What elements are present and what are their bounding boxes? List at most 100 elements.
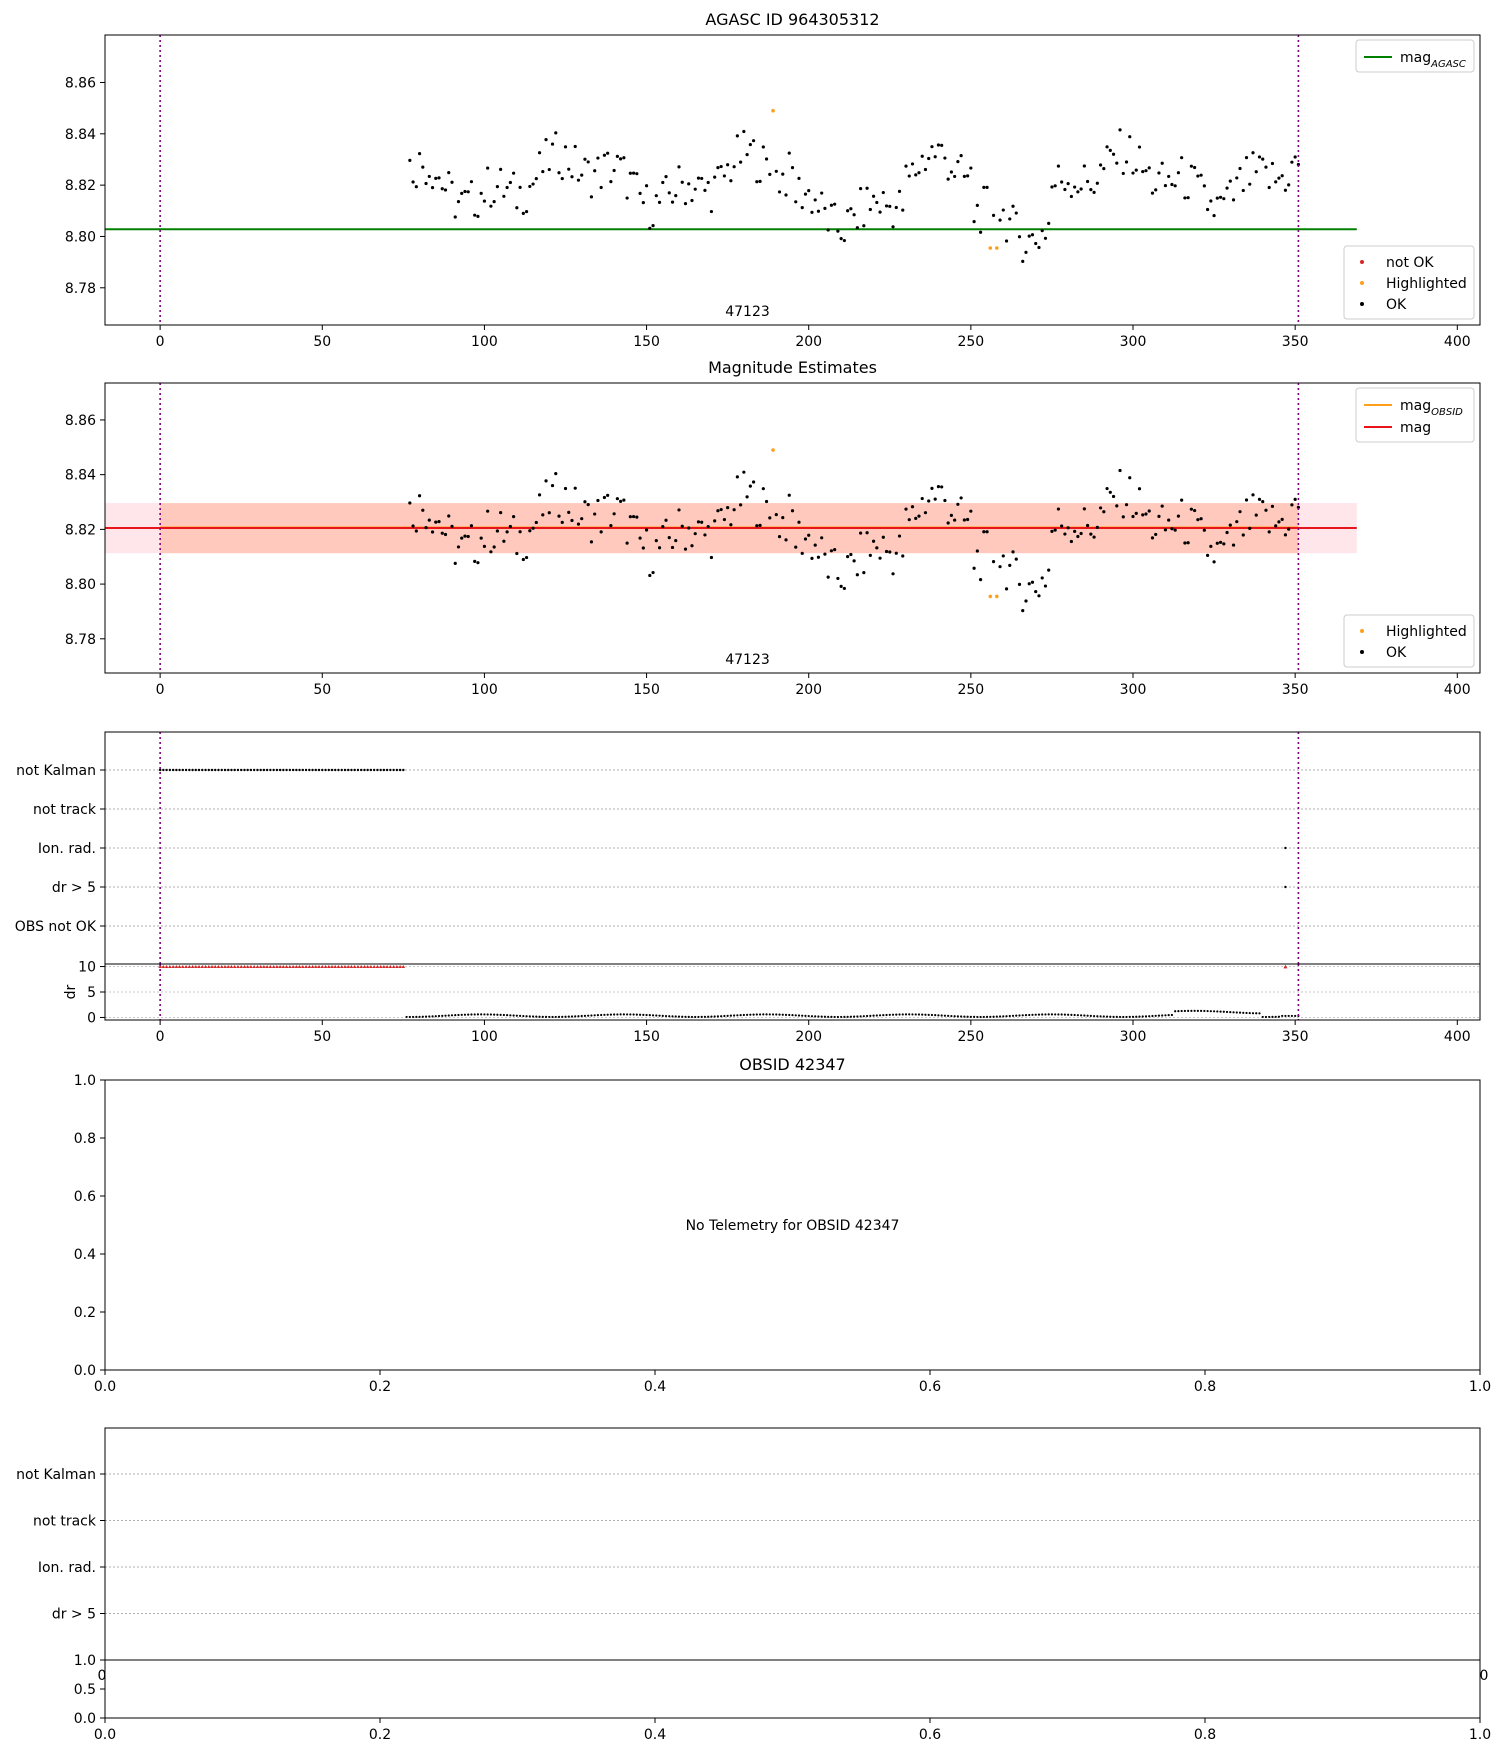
agasc-magnitude-ok-point [447,170,451,175]
dr-1-ok-point [411,1015,415,1019]
dr-1-xtick-label: 250 [957,1029,984,1045]
magnitude-estimates-ok-point [751,480,756,484]
dr-1-ok-point [1242,1011,1245,1014]
magnitude-estimates-ok-point [933,497,937,501]
magnitude-estimates-ok-point [914,516,918,520]
flags-1-category-label: not track [33,802,97,818]
dr-1-ok-point [1209,1010,1212,1013]
magnitude-estimates-ok-point [706,524,710,529]
dr-1-clipped-marker [375,965,380,969]
dr-1-ok-point [690,1015,694,1019]
dr-1-ok-point [1255,1012,1258,1015]
magnitude-estimates-ok-point [1027,582,1031,586]
agasc-magnitude-highlighted-point [995,246,999,250]
flags-1-flag-point [168,768,172,772]
magnitude-estimates-ok-point [946,521,950,525]
magnitude-estimates-ok-point [1124,503,1129,507]
dr-1-clipped-marker [219,965,224,969]
dr-1-ok-point [810,1015,814,1018]
flags-1-flag-point [1284,885,1287,889]
agasc-magnitude-ok-point [680,180,684,184]
dr-1-ok-point [914,1013,917,1016]
dr-1-clipped-marker [190,965,195,969]
magnitude-estimates-ok-point [1280,517,1284,521]
agasc-magnitude-ok-point [486,166,490,170]
magnitude-estimates-ytick-label: 8.86 [65,413,96,429]
dr-1-ok-point [830,1015,833,1018]
dr-1-ok-point [557,1015,561,1018]
agasc-magnitude-ok-point [602,153,607,157]
agasc-magnitude-ok-point [547,167,551,172]
dr-1-ok-point [736,1014,739,1017]
dr-1-ok-point [865,1014,869,1018]
agasc-magnitude-ok-point [781,172,785,176]
agasc-magnitude-ok-point [508,180,512,185]
magnitude-estimates-ok-point [547,511,551,515]
agasc-magnitude-ok-point [1267,185,1271,190]
magnitude-estimates-ok-point [482,544,487,548]
flags-1-flag-point [324,768,327,772]
agasc-magnitude-ok-point [641,201,645,205]
flags-1-flag-point [272,768,275,772]
agasc-magnitude-ok-point [1170,182,1174,187]
agasc-magnitude-ok-point [1244,155,1249,160]
magnitude-estimates-legend-point-swatch [1360,629,1364,633]
agasc-magnitude-ok-point [450,180,454,184]
dr-1-clipped-marker [388,965,393,969]
magnitude-estimates-ok-point [1121,515,1125,519]
agasc-magnitude-ok-point [956,160,960,164]
magnitude-estimates-annotation: 47123 [725,652,770,668]
agasc-magnitude-ok-point [1001,208,1005,212]
dr-1-clipped-marker [262,965,266,969]
magnitude-estimates-ok-point [923,511,928,515]
agasc-magnitude-ok-point [859,187,863,191]
obsid-empty-ytick-label: 0.4 [74,1247,96,1263]
magnitude-estimates-ok-point [466,534,470,539]
agasc-magnitude-ok-point [453,215,457,219]
agasc-magnitude-ok-point [729,179,733,183]
magnitude-estimates-ok-point [849,552,853,557]
magnitude-estimates-ok-point [1170,527,1174,531]
agasc-magnitude-ok-point [1222,197,1226,201]
dr-1-ok-point [1203,1009,1206,1013]
flags-1-flag-point [262,768,266,772]
agasc-magnitude-ok-point [1160,161,1164,165]
agasc-magnitude-ok-point [953,174,957,179]
dr-1-ok-point [518,1014,522,1017]
magnitude-estimates-ok-point [910,505,915,509]
magnitude-estimates-ok-point [1202,528,1206,532]
flags-1-flag-point [337,768,340,772]
magnitude-estimates-ok-point [794,545,798,549]
dr-1-ok-point [1076,1014,1079,1017]
magnitude-estimates-ok-point [1047,568,1051,572]
dr-1-clipped-marker [349,965,354,969]
flags-1-flag-point [259,768,262,772]
dr-1-xtick-label: 150 [633,1029,660,1045]
agasc-magnitude-ok-point [836,229,840,233]
agasc-magnitude-ok-point [881,190,885,195]
flags-1-flag-point [220,768,223,772]
magnitude-estimates-ok-point [1063,532,1067,536]
dr-1-ok-point [480,1013,483,1016]
obsid-empty-xtick-label: 0.6 [919,1379,941,1395]
dr-1-ok-point [408,1015,411,1019]
agasc-magnitude-ok-point [1073,185,1077,189]
dr-1-ok-point [995,1015,998,1018]
magnitude-estimates-ok-point [1141,513,1145,517]
agasc-magnitude-ok-point [907,174,911,178]
magnitude-estimates-ok-point [1183,541,1187,545]
dr-1-clipped-marker [313,965,318,969]
agasc-magnitude-ok-point [1069,194,1073,199]
dr-1-ok-point [642,1013,645,1016]
magnitude-estimates-ok-point [1040,576,1044,580]
flags-1-flag-point [165,768,168,772]
dr-1-ok-point [1284,1014,1287,1018]
agasc-magnitude-ok-point [1047,221,1051,225]
agasc-magnitude-ok-point [949,170,954,174]
dr-1-ok-point [943,1014,947,1017]
magnitude-estimates-ok-point [901,554,905,558]
magnitude-estimates-ok-point [567,510,571,514]
agasc-magnitude-ok-point [427,174,431,179]
flags-1-flag-point [288,768,292,772]
dr-1-ok-point [1005,1015,1008,1018]
